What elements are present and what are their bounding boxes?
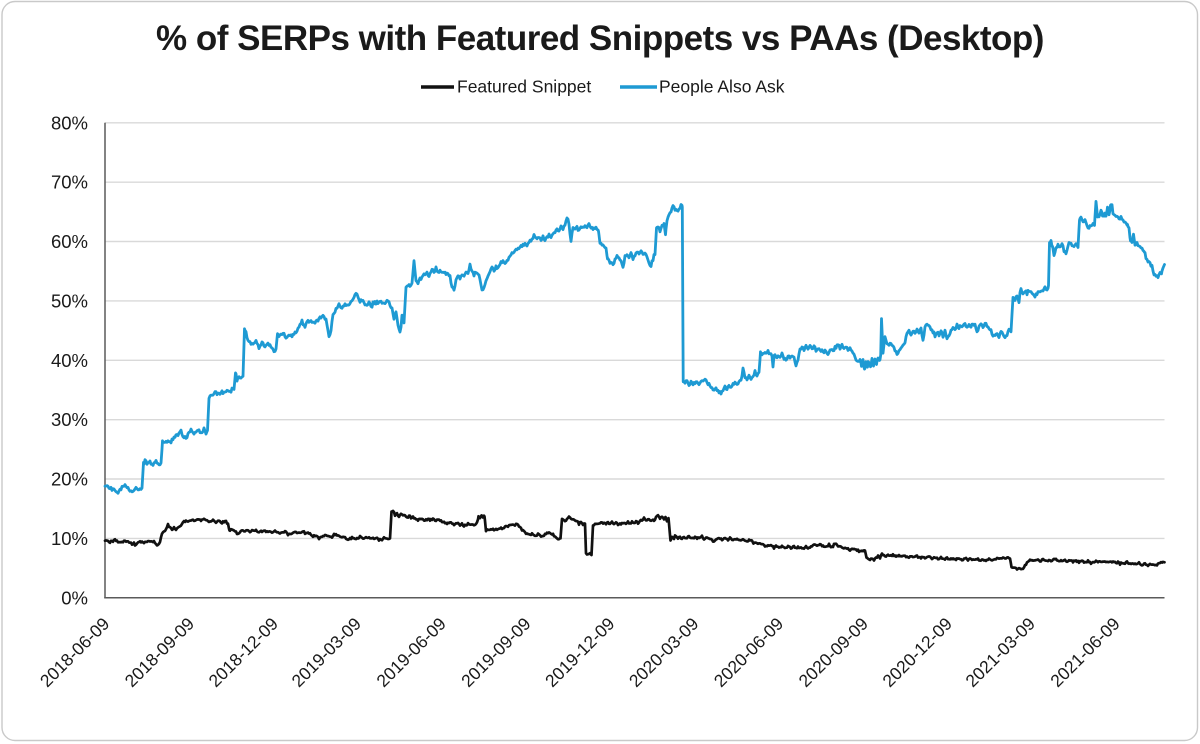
svg-text:% of SERPs with Featured Snipp: % of SERPs with Featured Snippets vs PAA… — [156, 19, 1044, 58]
svg-text:10%: 10% — [51, 528, 88, 549]
svg-text:40%: 40% — [51, 350, 88, 371]
svg-text:70%: 70% — [51, 172, 88, 193]
svg-text:30%: 30% — [51, 409, 88, 430]
svg-text:0%: 0% — [61, 587, 88, 608]
svg-text:Featured Snippet: Featured Snippet — [457, 77, 591, 97]
svg-text:50%: 50% — [51, 290, 88, 311]
svg-text:80%: 80% — [51, 112, 88, 133]
svg-text:60%: 60% — [51, 231, 88, 252]
svg-text:People Also Ask: People Also Ask — [659, 77, 785, 97]
svg-text:20%: 20% — [51, 469, 88, 490]
